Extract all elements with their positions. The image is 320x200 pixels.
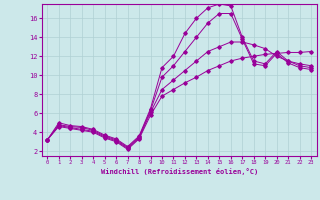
X-axis label: Windchill (Refroidissement éolien,°C): Windchill (Refroidissement éolien,°C) bbox=[100, 168, 258, 175]
